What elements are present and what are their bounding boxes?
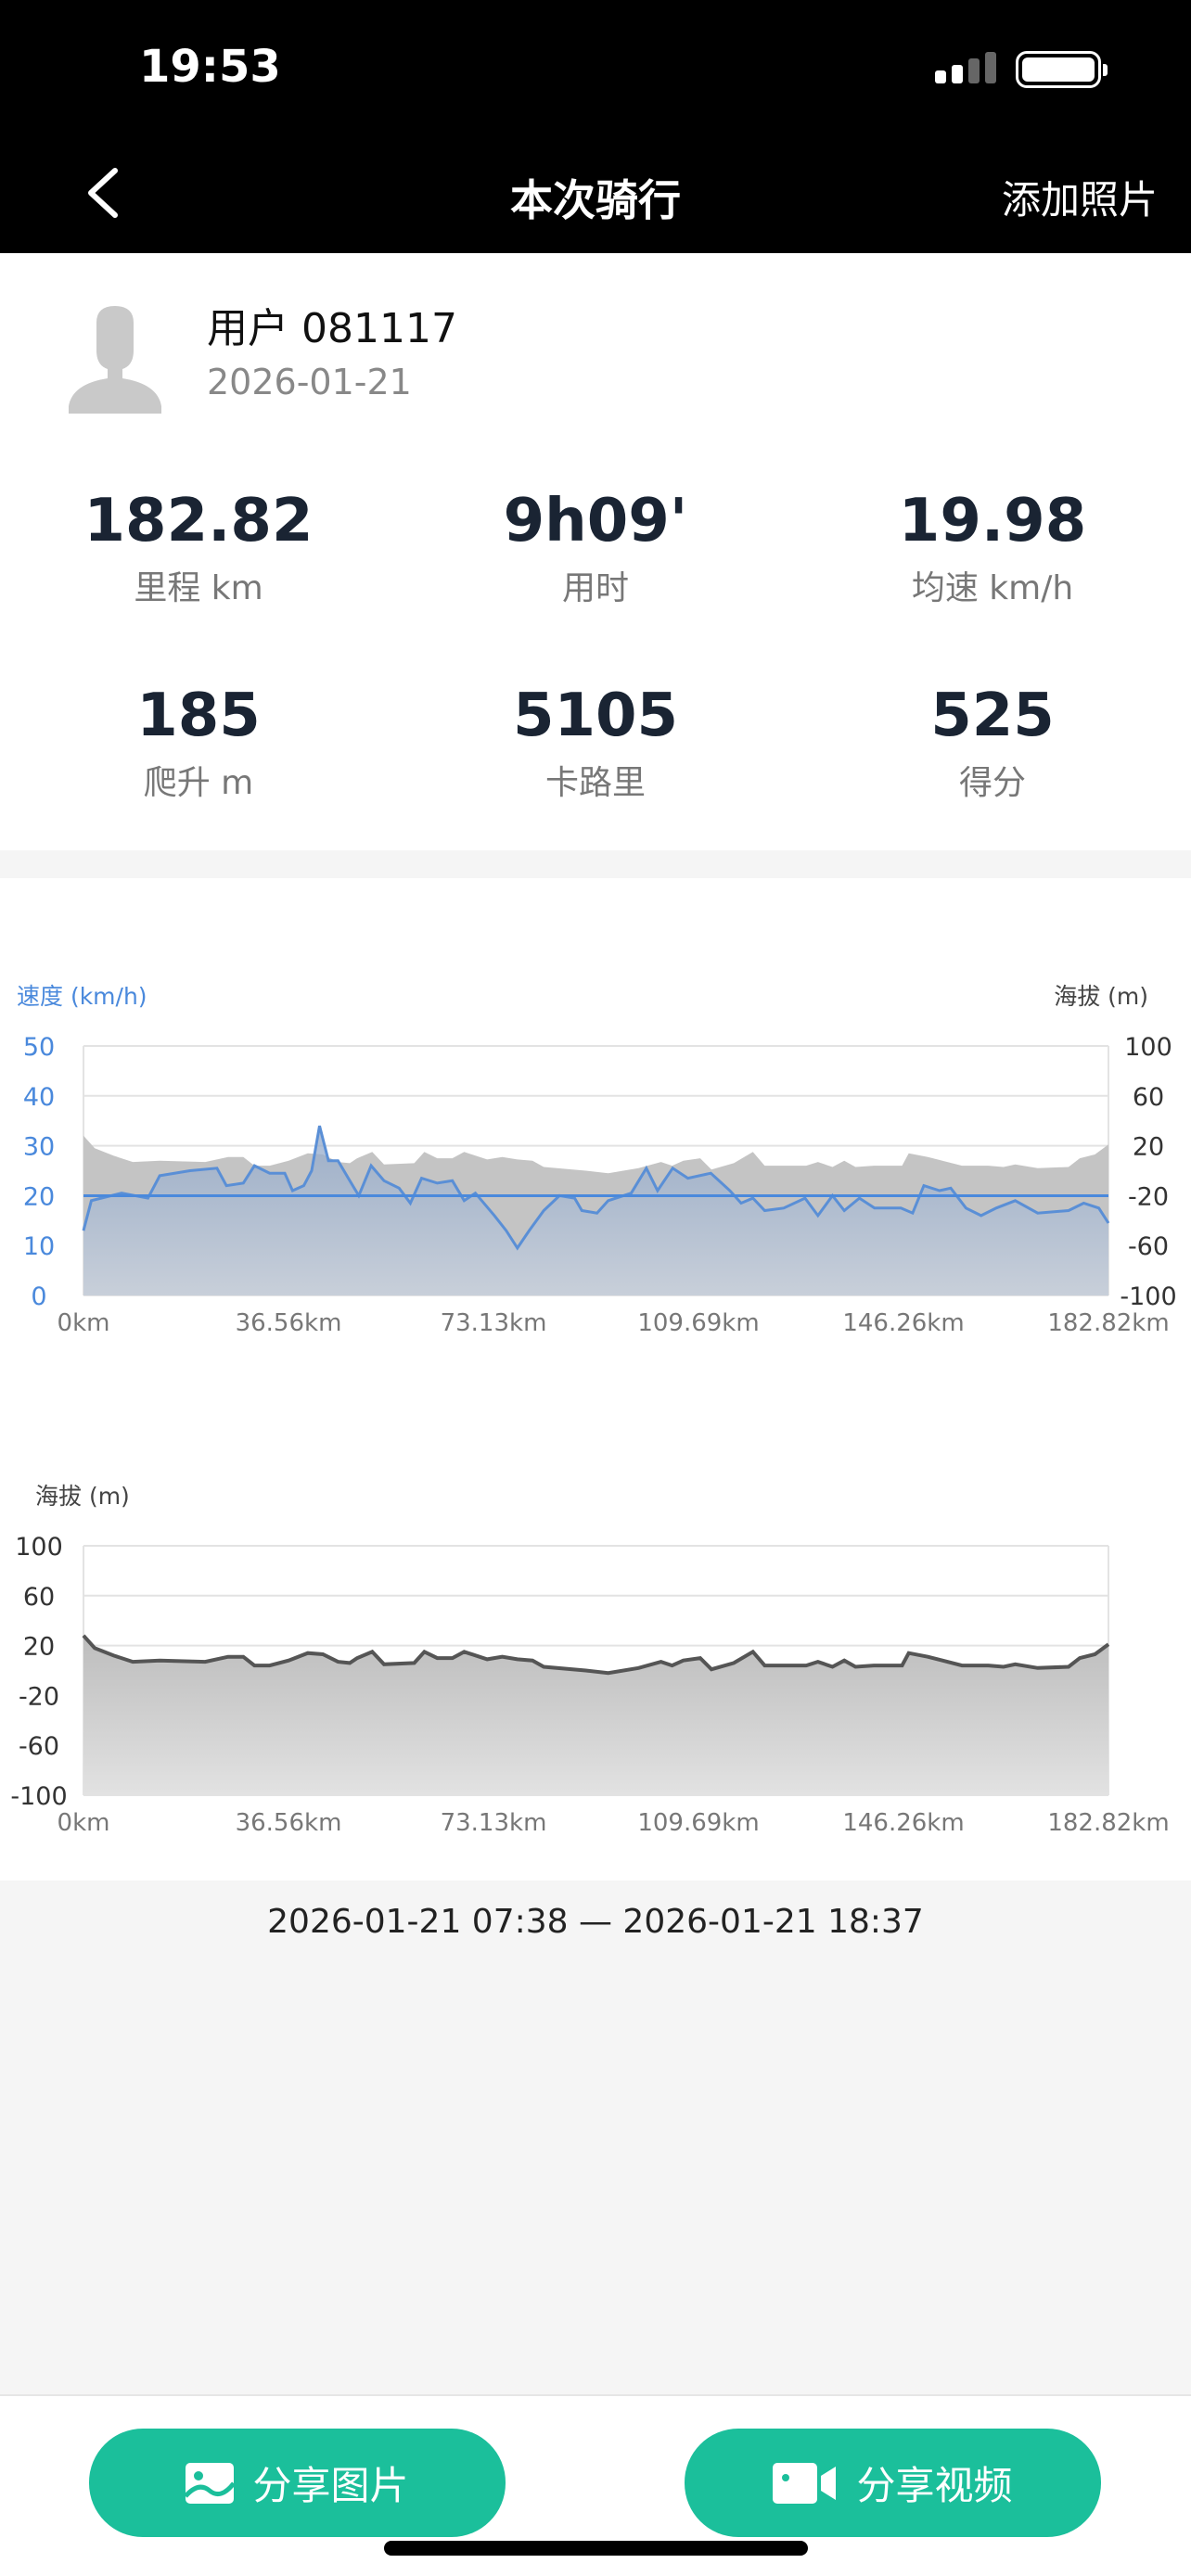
x-tick-label: 109.69km: [637, 1809, 759, 1837]
y-left-tick-label: 30: [23, 1133, 55, 1162]
x-tick-label: 0km: [58, 1809, 110, 1837]
stat-value: 185: [136, 682, 261, 750]
y-tick-label: 60: [23, 1583, 55, 1612]
altitude-line: [82, 1634, 1110, 1676]
top-bar: 19:53 本次骑行 添加照片: [0, 0, 1191, 253]
add-photo-button[interactable]: 添加照片: [1001, 177, 1158, 223]
speed-area: [83, 1126, 1108, 1295]
x-tick-label: 0km: [58, 1309, 110, 1337]
stat-value: 182.82: [83, 487, 314, 555]
x-tick-label: 36.56km: [236, 1309, 342, 1337]
share-video-button[interactable]: 分享视频: [685, 2429, 1101, 2537]
altitude-axis-title: 海拔 (m): [35, 1483, 130, 1510]
charts-panel: 0km 36.56km 73.13km 109.69km 146.26km 182.82k…: [0, 878, 1191, 1881]
time-range: 2026-01-21 07:38 — 2026-01-21 18:37: [267, 1903, 924, 1941]
y-left-tick-label: 0: [31, 1282, 46, 1311]
altitude-area: [83, 1635, 1108, 1795]
y-tick-label: -100: [10, 1782, 67, 1811]
ride-summary-card: [0, 253, 1191, 850]
stat-label: 里程 km: [134, 569, 263, 607]
stat-item: 9h09' 用时: [397, 487, 794, 609]
stat-label: 得分: [958, 764, 1026, 802]
signal-icon: [935, 52, 996, 83]
stat-item: 5105 卡路里: [397, 682, 794, 804]
user-name: 用户 081117: [207, 305, 457, 352]
avatar: [69, 306, 161, 414]
battery-icon: [1016, 51, 1108, 88]
stat-item: 182.82 里程 km: [0, 487, 397, 609]
speed-altitude-chart: 0km 36.56km 73.13km 109.69km 146.26km 182.82k…: [17, 983, 1177, 1337]
speed-axis-title: 速度 (km/h): [17, 983, 147, 1010]
status-time: 19:53: [139, 41, 281, 93]
x-tick-label: 73.13km: [441, 1309, 547, 1337]
stat-label: 卡路里: [544, 764, 646, 802]
stat-label: 均速 km/h: [911, 569, 1074, 607]
y-left-tick-label: 10: [23, 1232, 55, 1261]
y-tick-label: 100: [15, 1533, 63, 1562]
y-right-tick-label: -60: [1128, 1232, 1169, 1261]
x-tick-label: 109.69km: [637, 1309, 759, 1337]
stat-value: 5105: [512, 682, 679, 750]
stat-item: 185 爬升 m: [0, 682, 397, 804]
ride-date: 2026-01-21: [207, 362, 412, 402]
altitude-chart: 0km 36.56km 73.13km 109.69km 146.26km 182.82k…: [10, 1483, 1169, 1837]
y-left-tick-label: 50: [23, 1033, 55, 1062]
share-image-label: 分享图片: [252, 2463, 409, 2508]
x-tick-label: 146.26km: [842, 1809, 964, 1837]
share-image-button[interactable]: 分享图片: [89, 2429, 506, 2537]
home-indicator: [384, 2541, 808, 2556]
stat-value: 9h09': [503, 487, 688, 555]
video-camera-icon: [773, 2462, 837, 2504]
page-title: 本次骑行: [510, 175, 681, 225]
y-tick-label: -20: [19, 1682, 59, 1711]
x-tick-label: 182.82km: [1047, 1809, 1169, 1837]
stat-label: 爬升 m: [143, 764, 254, 802]
x-tick-label: 146.26km: [842, 1309, 964, 1337]
x-tick-label: 36.56km: [236, 1809, 342, 1837]
y-right-tick-label: -20: [1128, 1182, 1169, 1211]
share-video-label: 分享视频: [856, 2463, 1013, 2508]
stat-item: 525 得分: [794, 682, 1191, 804]
x-tick-label: 182.82km: [1047, 1309, 1169, 1337]
stat-label: 用时: [561, 569, 629, 607]
altitude-axis-title: 海拔 (m): [1054, 983, 1148, 1010]
y-right-tick-label: -100: [1120, 1282, 1176, 1311]
y-right-tick-label: 20: [1133, 1133, 1164, 1162]
y-tick-label: -60: [19, 1732, 59, 1761]
image-icon: [186, 2462, 235, 2504]
y-tick-label: 20: [23, 1633, 55, 1662]
y-left-tick-label: 20: [23, 1182, 55, 1211]
y-right-tick-label: 100: [1124, 1033, 1172, 1062]
y-left-tick-label: 40: [23, 1083, 55, 1112]
x-tick-label: 73.13km: [441, 1809, 547, 1837]
chevron-left-icon[interactable]: [82, 167, 128, 219]
y-right-tick-label: 60: [1133, 1083, 1164, 1112]
stat-value: 19.98: [898, 487, 1087, 555]
stat-item: 19.98 均速 km/h: [794, 487, 1191, 609]
stat-value: 525: [930, 682, 1055, 750]
